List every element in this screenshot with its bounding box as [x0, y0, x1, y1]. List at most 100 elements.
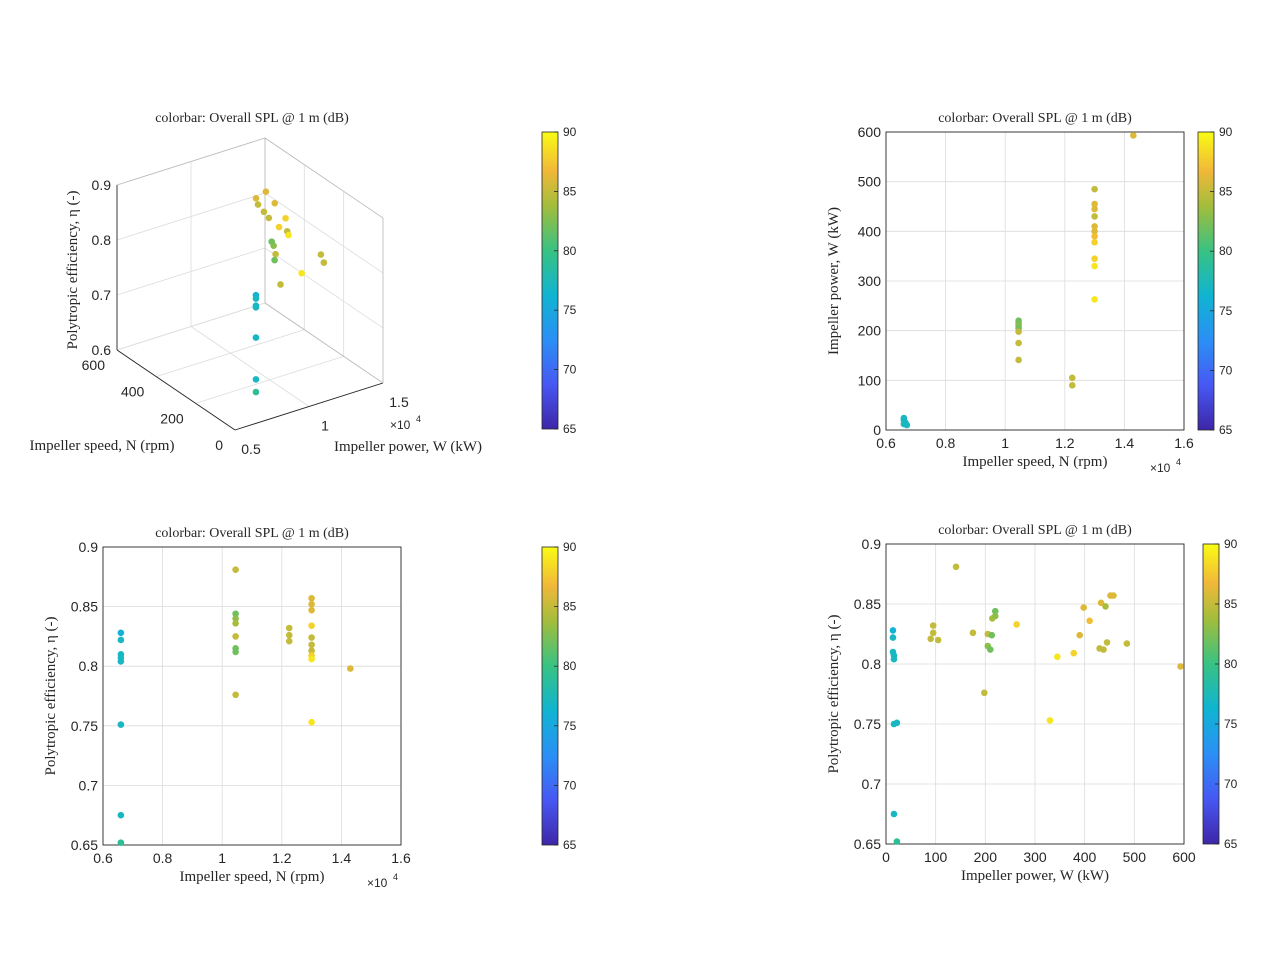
x-tick-label: 600: [1172, 849, 1196, 865]
x-tick-label: 1.5: [389, 394, 409, 410]
data-point: [1068, 374, 1076, 382]
data-point: [1015, 356, 1022, 364]
x-tick-label: 1: [218, 850, 226, 866]
y-tick-label: 100: [858, 372, 882, 388]
data-point: [271, 199, 279, 207]
colorbar-scale: [541, 131, 559, 430]
data-point: [285, 231, 292, 239]
colorbar-tick-label: 90: [1219, 125, 1233, 139]
data-point: [268, 238, 275, 245]
data-point: [1068, 382, 1076, 389]
x-exponent-power: 4: [1176, 457, 1181, 467]
colorbar-tick-label: 75: [1219, 304, 1233, 318]
data-point: [272, 250, 279, 258]
data-point: [1080, 604, 1087, 611]
wall-gridline: [264, 192, 384, 274]
colorbar-tick-label: 70: [1224, 777, 1238, 791]
y-tick-label: 400: [121, 384, 145, 400]
data-point: [1091, 205, 1098, 213]
z-tick-label: 0.7: [92, 287, 112, 303]
data-point: [893, 719, 901, 727]
y-tick-label: 0: [873, 422, 881, 438]
chart-title: colorbar: Overall SPL @ 1 m (dB): [155, 111, 349, 126]
data-point: [308, 647, 315, 655]
axes-box: [885, 543, 1185, 845]
x-tick-label: 1: [1001, 435, 1009, 451]
data-point: [1070, 649, 1078, 657]
floor-gridline: [156, 329, 305, 378]
y-tick-label: 0.65: [854, 836, 881, 852]
colorbar-tick-label: 80: [1219, 244, 1233, 258]
colorbar: 65 70 75 80 85 90: [541, 540, 577, 852]
chart-title: colorbar: Overall SPL @ 1 m (dB): [155, 526, 349, 541]
data-point: [285, 631, 293, 639]
data-point: [890, 655, 898, 663]
data-point: [1100, 646, 1107, 653]
data-point: [232, 566, 239, 573]
data-point: [889, 627, 897, 634]
data-point: [252, 334, 260, 341]
x-axis-label: Impeller power, W (kW): [961, 868, 1109, 884]
data-point: [991, 607, 999, 615]
y-tick-label: 0.7: [862, 776, 882, 792]
y-axis-line: [116, 349, 236, 431]
data-point: [254, 201, 262, 208]
y-tick-label: 600: [858, 124, 882, 140]
data-point: [1091, 228, 1098, 235]
data-point: [308, 634, 315, 641]
y-tick-label: 0.85: [71, 599, 98, 615]
data-point: [952, 563, 960, 571]
y-tick-label: 0.75: [854, 716, 881, 732]
data-point: [285, 624, 293, 632]
data-point: [308, 655, 315, 663]
y-tick-label: 0.85: [854, 596, 881, 612]
data-point: [252, 304, 260, 311]
data-point: [117, 629, 125, 637]
data-point: [1091, 213, 1098, 220]
y-tick-label: 300: [858, 273, 882, 289]
data-point: [1091, 262, 1098, 270]
data-point: [308, 600, 315, 608]
data-point: [1013, 621, 1020, 628]
colorbar-tick-label: 80: [563, 659, 577, 673]
x-tick-label: 1.4: [332, 850, 352, 866]
chart-3: 0.6 0.8 1 1.2 1.4 1.6 0.65 0.7 0.75 0.8 0.85 0.9 col…: [43, 526, 411, 890]
data-point: [232, 619, 239, 627]
x-tick-label: 1.6: [391, 850, 411, 866]
data-point: [275, 223, 283, 231]
data-point: [890, 810, 898, 818]
x-tick-label: 400: [1073, 849, 1097, 865]
data-point: [1091, 200, 1098, 208]
data-point: [1046, 717, 1054, 724]
x-tick-label: 1: [321, 418, 329, 434]
colorbar-scale: [1202, 543, 1220, 845]
x-tick-label: 0.8: [153, 850, 173, 866]
y-axis-label: Impeller speed, N (rpm): [30, 438, 175, 454]
data-point: [282, 214, 289, 222]
colorbar-tick-label: 70: [1219, 363, 1233, 377]
data-point: [232, 610, 239, 618]
axes-box: [885, 131, 1185, 431]
y-tick-label: 0.9: [862, 536, 882, 552]
data-point: [929, 629, 937, 637]
wall-gridline: [116, 192, 266, 241]
data-point: [1091, 296, 1098, 303]
colorbar-tick-label: 85: [563, 600, 577, 614]
data-point: [969, 629, 977, 637]
data-point: [262, 188, 270, 196]
colorbar-tick-label: 90: [563, 540, 577, 554]
z-tick-label: 0.9: [92, 177, 112, 193]
x-tick-label: 0.5: [241, 441, 261, 457]
colorbar: 65 70 75 80 85 90: [1202, 537, 1238, 851]
data-point: [277, 281, 284, 288]
box-edge: [116, 137, 266, 186]
colorbar-tick-label: 85: [1224, 597, 1238, 611]
data-point: [987, 646, 994, 653]
colorbar-tick-label: 75: [1224, 717, 1238, 731]
data-point: [1130, 132, 1137, 139]
chart-4: 0 100 200 300 400 500 600 0.65 0.7 0.75 0.8 0.85 0.9…: [826, 523, 1196, 884]
wall-gridline: [264, 247, 384, 329]
colorbar-tick-label: 65: [1219, 423, 1233, 437]
colorbar-tick-label: 90: [1224, 537, 1238, 551]
y-tick-label: 0.8: [79, 658, 99, 674]
